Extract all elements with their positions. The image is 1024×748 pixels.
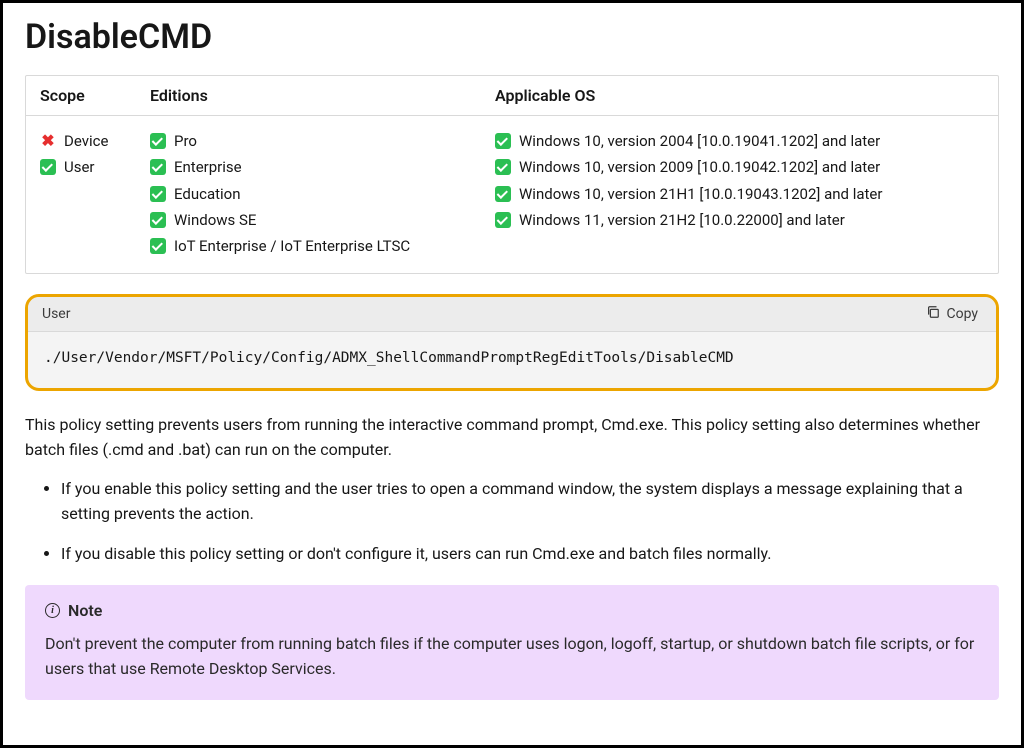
cross-icon: ✖: [40, 133, 56, 149]
table-row: Windows 10, version 2009 [10.0.19042.120…: [495, 154, 984, 180]
check-icon: [150, 186, 166, 202]
page-frame: DisableCMD Scope Editions Applicable OS …: [0, 0, 1024, 748]
copy-button[interactable]: Copy: [922, 303, 982, 325]
table-row: Education: [150, 181, 495, 207]
table-row: Windows 11, version 21H2 [10.0.22000] an…: [495, 207, 984, 233]
applicability-table: Scope Editions Applicable OS ✖ DeviceUser…: [25, 75, 999, 274]
scope-list: ✖ DeviceUser: [40, 128, 150, 259]
table-row: Windows SE: [150, 207, 495, 233]
note-title: i Note: [45, 601, 979, 620]
check-icon: [150, 159, 166, 175]
check-icon: [40, 159, 56, 175]
note-body-text: Don't prevent the computer from running …: [45, 632, 979, 682]
header-editions: Editions: [150, 86, 495, 105]
table-row: Pro: [150, 128, 495, 154]
os-list: Windows 10, version 2004 [10.0.19041.120…: [495, 128, 984, 259]
row-label: Windows 10, version 2004 [10.0.19041.120…: [519, 128, 880, 154]
table-row: Windows 10, version 2004 [10.0.19041.120…: [495, 128, 984, 154]
policy-path-text: ./User/Vendor/MSFT/Policy/Config/ADMX_Sh…: [28, 332, 996, 388]
check-icon: [150, 133, 166, 149]
page-title: DisableCMD: [25, 17, 999, 57]
table-row: Enterprise: [150, 154, 495, 180]
table-row: Windows 10, version 21H1 [10.0.19043.120…: [495, 181, 984, 207]
table-row: IoT Enterprise / IoT Enterprise LTSC: [150, 233, 495, 259]
row-label: Windows 11, version 21H2 [10.0.22000] an…: [519, 207, 845, 233]
row-label: Pro: [174, 128, 197, 154]
header-os: Applicable OS: [495, 86, 984, 105]
editions-list: ProEnterpriseEducationWindows SEIoT Ente…: [150, 128, 495, 259]
check-icon: [495, 212, 511, 228]
table-row: User: [40, 154, 150, 180]
row-label: IoT Enterprise / IoT Enterprise LTSC: [174, 233, 410, 259]
row-label: Windows SE: [174, 207, 256, 233]
behavior-list: If you enable this policy setting and th…: [25, 477, 999, 567]
row-label: Enterprise: [174, 154, 242, 180]
header-scope: Scope: [40, 86, 150, 105]
table-body-row: ✖DeviceUser ProEnterpriseEducationWindow…: [26, 116, 998, 273]
check-icon: [495, 186, 511, 202]
copy-icon: [926, 305, 940, 323]
note-callout: i Note Don't prevent the computer from r…: [25, 585, 999, 700]
note-title-text: Note: [68, 601, 102, 620]
list-item: If you enable this policy setting and th…: [61, 477, 999, 527]
row-label: Device: [64, 128, 108, 154]
copy-button-label: Copy: [946, 306, 978, 322]
table-header-row: Scope Editions Applicable OS: [26, 76, 998, 116]
code-header: User Copy: [28, 297, 996, 332]
check-icon: [150, 212, 166, 228]
table-row: ✖ Device: [40, 128, 150, 154]
check-icon: [495, 133, 511, 149]
row-label: Windows 10, version 2009 [10.0.19042.120…: [519, 154, 880, 180]
check-icon: [495, 159, 511, 175]
row-label: Education: [174, 181, 241, 207]
description-text: This policy setting prevents users from …: [25, 413, 999, 463]
code-scope-label: User: [42, 306, 70, 322]
info-icon: i: [45, 603, 60, 618]
check-icon: [150, 238, 166, 254]
policy-path-block: User Copy ./User/Vendor/MSFT/Policy/Conf…: [25, 294, 999, 391]
row-label: User: [64, 154, 95, 180]
row-label: Windows 10, version 21H1 [10.0.19043.120…: [519, 181, 882, 207]
list-item: If you disable this policy setting or do…: [61, 542, 999, 567]
